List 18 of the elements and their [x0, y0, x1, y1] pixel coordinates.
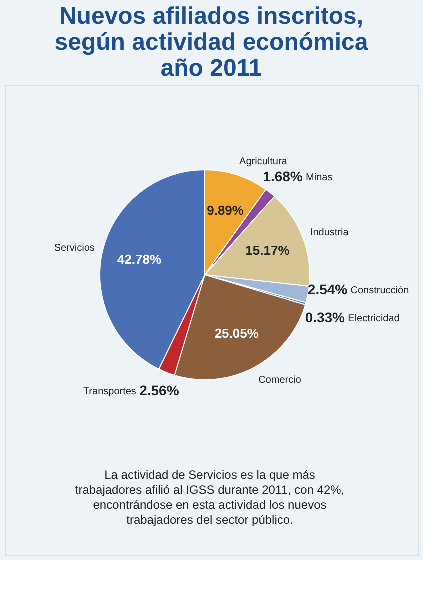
data-label: 1.68% [263, 168, 304, 184]
data-label: 25.05% [214, 326, 260, 342]
data-label: 2.54% [308, 282, 348, 298]
slice-label: Construcción [350, 286, 410, 296]
data-label: 9.89% [207, 203, 244, 218]
chart-title: Nuevos afiliados inscritos, según actividad económica año 2011 [54, 3, 369, 82]
slice-label: Agricultura [240, 156, 288, 168]
slice-label: Transportes [83, 386, 136, 398]
data-label: 42.78% [117, 252, 162, 267]
data-label: 15.17% [246, 242, 290, 258]
data-label: 2.56% [140, 382, 180, 398]
slice-label: Industria [310, 227, 350, 238]
text: La actividad de Servicios es la que más trabajadores afilió al IGSS durante 2011, con 42%, encontrándose en esta actividad los nuevos trabajadores del sector público. [75, 468, 345, 527]
data-label: 0.33% [305, 309, 346, 326]
slice-label: Electricidad [348, 313, 400, 324]
slice-label: Comercio [258, 374, 302, 386]
slice-label: Minas [306, 172, 333, 184]
slice-label: Servicios [54, 243, 95, 254]
